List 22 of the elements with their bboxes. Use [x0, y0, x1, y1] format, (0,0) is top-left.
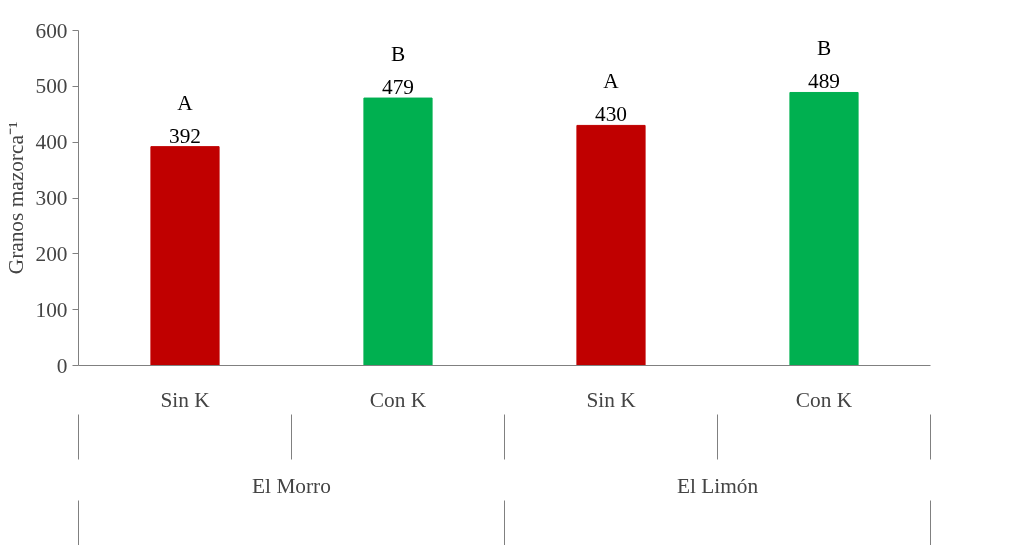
y-tick-label: 100 [35, 297, 68, 322]
y-tick-label: 400 [35, 130, 68, 155]
x-tick-label: Con K [369, 387, 427, 412]
x-tick-label: Sin K [160, 387, 211, 412]
y-tick-label: 500 [35, 74, 68, 99]
data-label: A 392 [169, 90, 201, 148]
y-tick-label: 300 [35, 186, 68, 210]
bar [576, 124, 646, 366]
bar [789, 91, 859, 366]
y-axis-title: Granos mazorca⁻¹ [3, 121, 28, 275]
text: El Limón [676, 473, 759, 498]
x-tick-label: Con K [795, 387, 853, 412]
data-label: B 489 [808, 36, 840, 94]
y-tick-label: 600 [35, 18, 68, 43]
data-label: A 430 [595, 69, 627, 127]
bar [150, 146, 220, 366]
bar [363, 97, 433, 366]
x-tick-label: Sin K [586, 387, 637, 412]
text: El Morro [252, 473, 331, 498]
y-tick-label: 0 [56, 353, 68, 378]
data-label: B 479 [382, 42, 414, 100]
y-tick-label: 200 [35, 241, 68, 266]
